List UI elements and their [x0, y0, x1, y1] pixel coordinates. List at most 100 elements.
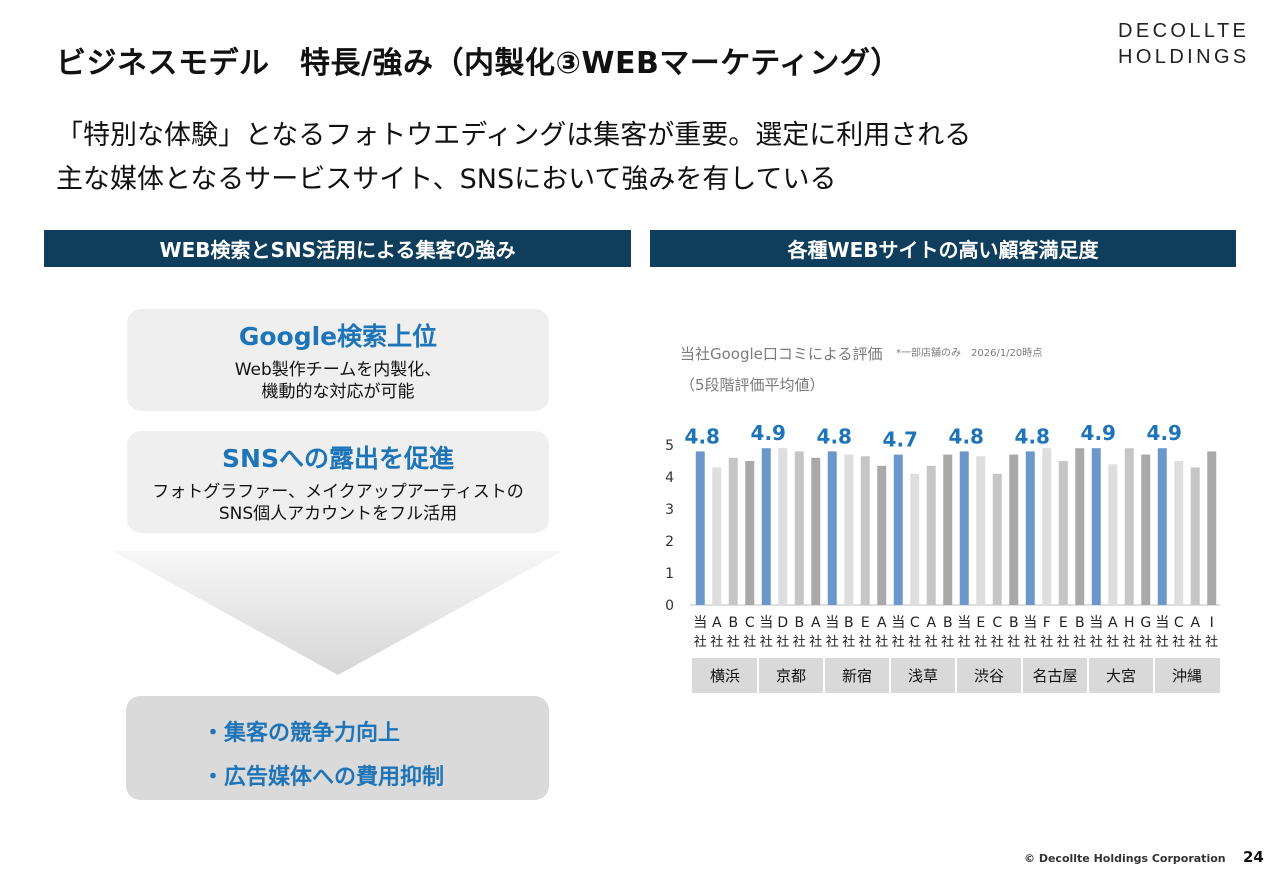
bar	[1025, 451, 1035, 605]
card-line: フォトグラファー、メイクアップアーティストの	[152, 482, 524, 502]
bar	[811, 457, 821, 605]
left-section-heading: WEB検索とSNS活用による集客の強み	[44, 230, 631, 267]
logo-line-1: DECOLLTE	[1118, 20, 1250, 42]
x-tick-label: 当	[891, 615, 905, 631]
bar	[959, 451, 969, 605]
x-tick-label: 社	[776, 634, 789, 650]
chart-title-note: *一部店舗のみ 2026/1/20時点	[896, 346, 1042, 359]
bar	[1174, 461, 1184, 605]
results-box: ・集客の競争力向上 ・広告媒体への費用抑制	[126, 696, 549, 800]
page-title: ビジネスモデル 特長/強み（内製化③WEBマーケティング）	[56, 46, 901, 81]
data-label: 4.9	[751, 421, 786, 445]
bar	[893, 454, 903, 605]
card-line: 機動的な対応が可能	[261, 382, 415, 402]
x-tick-label: 社	[875, 634, 888, 650]
y-tick-label: 1	[665, 566, 674, 582]
x-tick-label: 社	[1073, 634, 1086, 650]
x-tick-label: 社	[908, 634, 921, 650]
x-tick-label: B	[1009, 615, 1019, 631]
x-tick-label: 当	[759, 615, 773, 631]
footer-copyright: © Decollte Holdings Corporation	[1024, 852, 1226, 865]
x-tick-label: B	[943, 615, 953, 631]
x-tick-label: 当	[1089, 615, 1103, 631]
bar	[844, 454, 854, 605]
data-label: 4.9	[1081, 421, 1116, 445]
card-title: SNSへの露出を促進	[222, 444, 454, 473]
group-label: 大宮	[1106, 667, 1136, 685]
card-line: Web製作チームを内製化、	[234, 360, 442, 380]
x-tick-label: E	[1059, 615, 1068, 631]
strength-card-sns: SNSへの露出を促進 フォトグラファー、メイクアップアーティストの SNS個人ア…	[127, 431, 549, 533]
bar	[761, 448, 771, 605]
bar	[695, 451, 705, 605]
x-tick-label: A	[1108, 615, 1118, 631]
bar	[1124, 448, 1134, 605]
x-tick-label: C	[992, 615, 1002, 631]
card-body: フォトグラファー、メイクアップアーティストの SNS個人アカウントをフル活用	[127, 481, 549, 525]
x-tick-label: 社	[892, 634, 905, 650]
x-tick-label: 社	[1172, 634, 1185, 650]
bar	[794, 451, 804, 605]
x-tick-label: A	[926, 615, 936, 631]
y-tick-label: 2	[665, 534, 674, 550]
chart-subtitle: （5段階評価平均値）	[680, 376, 825, 394]
x-tick-label: 当	[825, 615, 839, 631]
group-label: 新宿	[842, 667, 872, 685]
x-tick-label: 社	[694, 634, 707, 650]
group-label: 沖縄	[1172, 667, 1202, 685]
bar	[827, 451, 837, 605]
bar	[926, 465, 936, 605]
x-tick-label: 社	[1205, 634, 1218, 650]
x-tick-label: A	[811, 615, 821, 631]
x-tick-label: 社	[1139, 634, 1152, 650]
results-list: ・集客の競争力向上 ・広告媒体への費用抑制	[202, 712, 444, 800]
data-label: 4.7	[883, 428, 918, 452]
y-tick-label: 0	[665, 598, 674, 614]
group-label: 横浜	[710, 667, 740, 685]
bar	[1141, 454, 1151, 605]
group-label: 京都	[776, 667, 806, 685]
data-label: 4.8	[685, 424, 720, 448]
funnel-arrow-icon	[113, 551, 563, 675]
x-tick-label: E	[861, 615, 870, 631]
rating-bar-chart: 当社Google口コミによる評価 *一部店舗のみ 2026/1/20時点 （5段…	[665, 345, 1220, 693]
bar	[1108, 464, 1118, 605]
x-tick-label: 社	[842, 634, 855, 650]
x-tick-label: B	[844, 615, 854, 631]
bar	[1009, 454, 1019, 605]
x-tick-label: 社	[1007, 634, 1020, 650]
x-tick-label: A	[712, 615, 722, 631]
x-tick-label: A	[877, 615, 887, 631]
card-body: Web製作チームを内製化、 機動的な対応が可能	[127, 359, 549, 403]
bar	[712, 467, 722, 605]
x-tick-label: 社	[958, 634, 971, 650]
right-section-heading: 各種WEBサイトの高い顧客満足度	[650, 230, 1236, 267]
group-cell	[692, 658, 758, 693]
bar	[877, 465, 887, 605]
x-tick-label: 社	[1106, 634, 1119, 650]
x-tick-label: 当	[693, 615, 707, 631]
x-tick-label: 社	[1156, 634, 1169, 650]
x-tick-label: 当	[957, 615, 971, 631]
bar	[745, 461, 755, 605]
bar	[1058, 461, 1068, 605]
bar	[943, 454, 953, 605]
x-tick-label: 社	[974, 634, 987, 650]
x-tick-label: 社	[941, 634, 954, 650]
data-label: 4.9	[1147, 421, 1182, 445]
x-tick-label: 社	[1040, 634, 1053, 650]
x-tick-label: I	[1210, 615, 1214, 631]
x-tick-label: 社	[1057, 634, 1070, 650]
x-tick-label: 社	[743, 634, 756, 650]
x-tick-label: 社	[760, 634, 773, 650]
x-tick-label: C	[910, 615, 920, 631]
card-title: Google検索上位	[238, 322, 438, 351]
x-tick-label: A	[1190, 615, 1200, 631]
group-label: 浅草	[908, 667, 938, 685]
bar	[992, 473, 1002, 605]
bar	[860, 456, 870, 605]
bar	[910, 473, 920, 605]
group-cell	[1088, 658, 1154, 693]
lead-line-1: 「特別な体験」となるフォトウエディングは集客が重要。選定に利用される	[56, 120, 972, 151]
y-tick-label: 3	[665, 502, 674, 518]
